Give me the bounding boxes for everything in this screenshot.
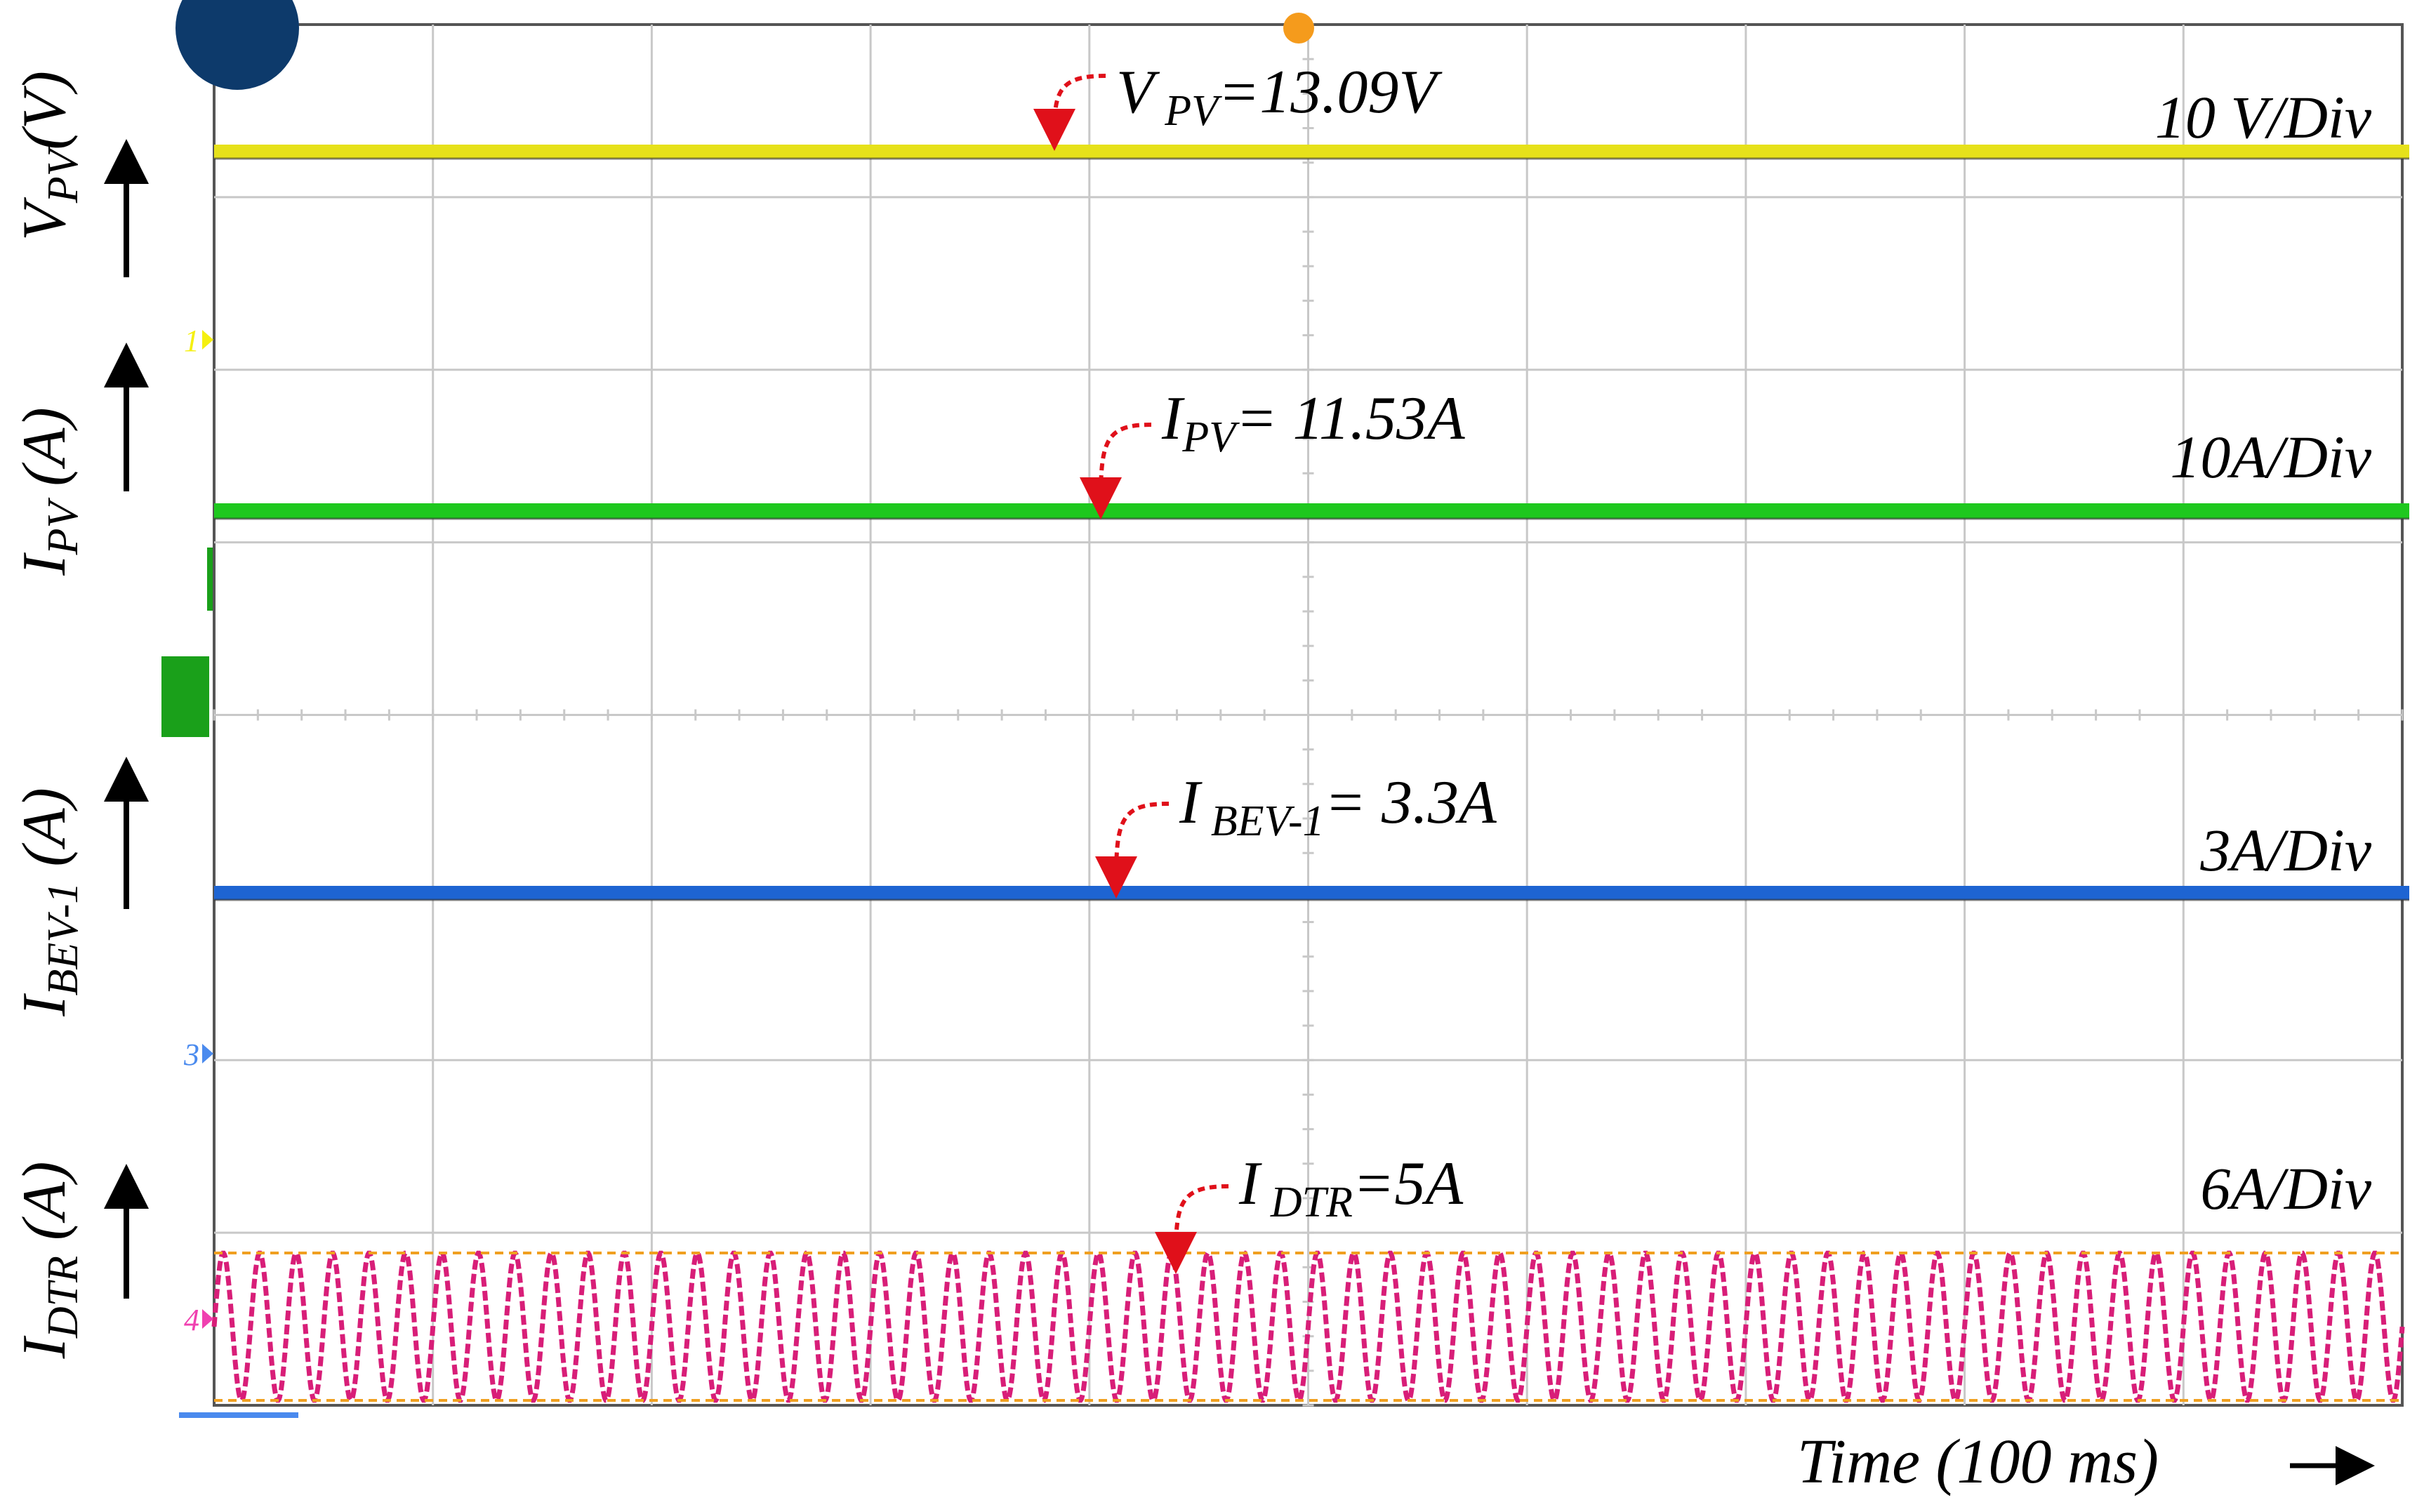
trigger-position-marker	[1283, 13, 1314, 44]
annotation-symbol: I	[1179, 769, 1203, 837]
scale-label-ch2: 10A/Div	[2170, 423, 2371, 491]
axis-label-symbol: I	[11, 552, 79, 576]
annotation-arrow-ch2	[1080, 423, 1152, 519]
annotation-ch3: I BEV-1= 3.3A	[1179, 769, 1497, 845]
channel-marker-arrow	[202, 1309, 213, 1329]
annotation-subscript: DTR	[1259, 1179, 1353, 1226]
annotation-subscript: BEV-1	[1200, 797, 1324, 845]
annotation-symbol: I	[1161, 385, 1185, 453]
channel-marker-arrow	[202, 1044, 213, 1063]
axis-label-subscript: PV	[39, 145, 87, 204]
scope-menu-badge	[176, 0, 299, 90]
axis-label-subscript: PV	[39, 498, 87, 556]
axis-label-unit: (A)	[11, 407, 79, 501]
axis-label-subscript: BEV-1	[39, 882, 87, 996]
channel-marker-ch4: 4	[184, 1303, 199, 1337]
axis-label-unit: (A)	[11, 788, 79, 882]
annotation-ch2: IPV= 11.53A	[1161, 385, 1466, 461]
annotation-ch1: V PV=13.09V	[1116, 58, 1443, 135]
axis-label-ch1: VPV(V)	[11, 71, 87, 241]
scale-label-ch4: 6A/Div	[2200, 1155, 2371, 1222]
axis-label-unit: (A)	[11, 1162, 79, 1256]
decor-layer: 1 3 4	[161, 0, 1314, 1418]
annotation-value: = 11.53A	[1236, 385, 1466, 453]
axis-label-symbol: V	[11, 197, 79, 241]
annotation-arrow-ch4	[1155, 1184, 1229, 1274]
scale-label-ch1: 10 V/Div	[2155, 84, 2372, 151]
channel-marker-ch1: 1	[184, 324, 199, 358]
annotation-arrow-ch1	[1033, 74, 1106, 151]
axis-label-symbol: I	[11, 993, 79, 1017]
annotation-symbol: V	[1116, 58, 1160, 126]
channel-marker-arrow	[202, 330, 213, 350]
annotation-subscript: PV	[1181, 413, 1240, 461]
grid-layer	[213, 23, 2404, 1407]
annotation-value: =5A	[1353, 1150, 1464, 1218]
annotation-subscript: PV	[1154, 87, 1222, 135]
annotation-symbol: I	[1238, 1150, 1262, 1218]
annotation-value: = 3.3A	[1325, 769, 1497, 837]
traces-layer	[211, 145, 2409, 1403]
trace-ch4	[211, 1250, 2405, 1403]
axis-label-symbol: I	[11, 1335, 79, 1359]
channel-2-offset-marker	[161, 656, 209, 737]
axis-label-ch3: IBEV-1 (A)	[11, 788, 87, 1017]
axis-label-ch4: IDTR (A)	[11, 1162, 87, 1360]
axis-label-unit: (V)	[11, 71, 79, 150]
scale-label-ch3: 3A/Div	[2199, 816, 2371, 884]
channel-marker-ch3: 3	[183, 1037, 199, 1072]
channel-2-edge-marker	[207, 548, 213, 611]
time-axis-label: Time (100 ms)	[1797, 1427, 2159, 1497]
channel-3-bottom-marker	[179, 1412, 298, 1418]
axis-label-subscript: DTR	[39, 1256, 87, 1339]
annotation-ch4: I DTR=5A	[1238, 1150, 1464, 1226]
axis-label-ch2: IPV (A)	[11, 407, 87, 576]
annotation-arrow-ch3	[1095, 802, 1170, 898]
annotation-value: =13.09V	[1218, 58, 1443, 126]
